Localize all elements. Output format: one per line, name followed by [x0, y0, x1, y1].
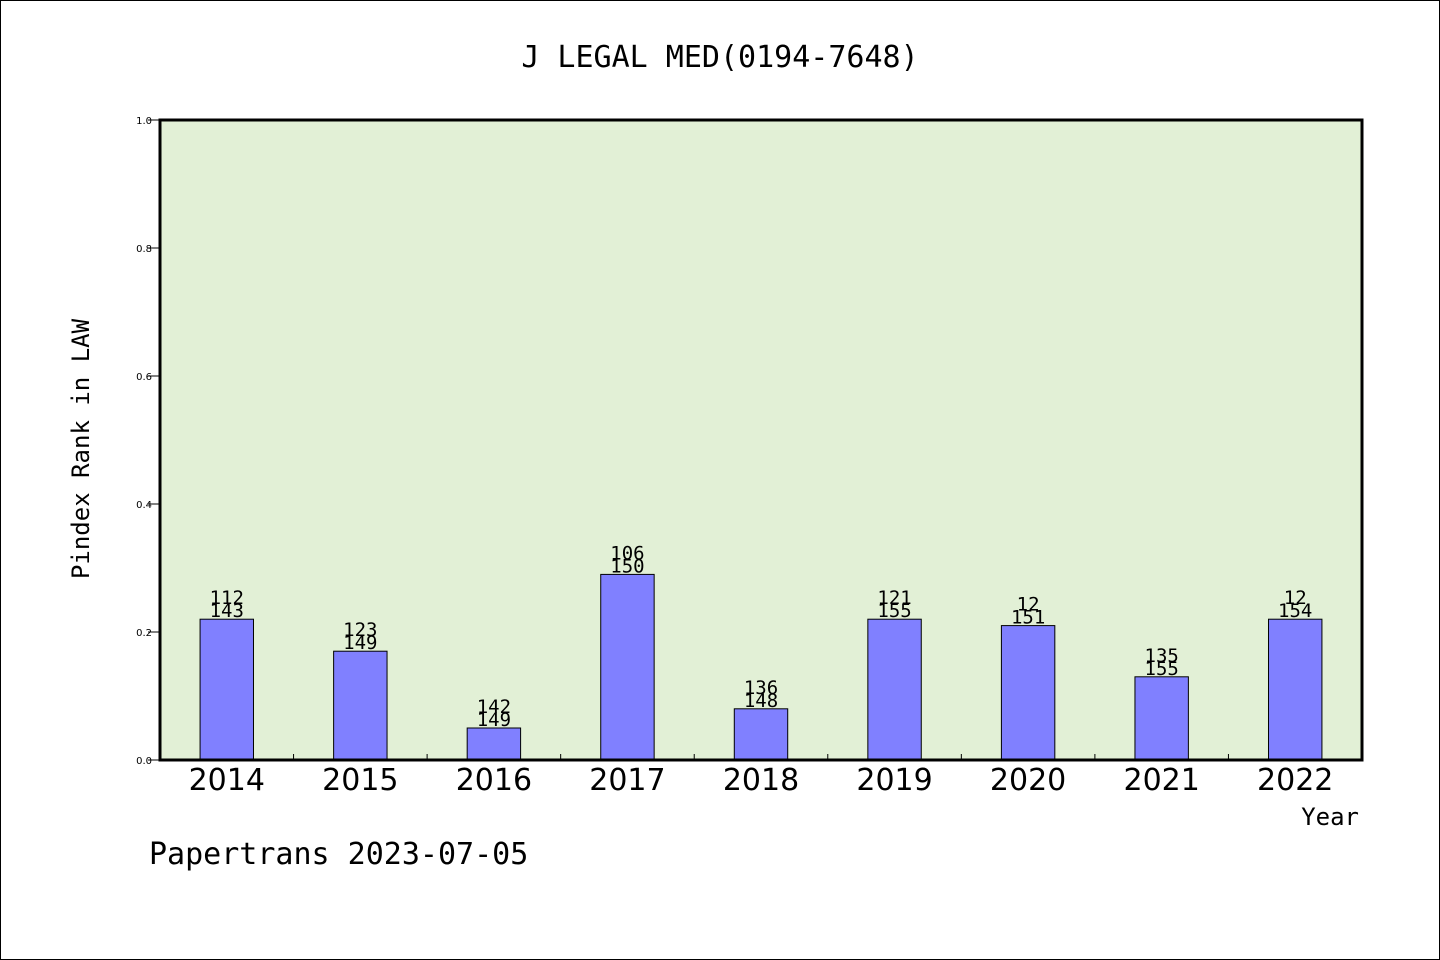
- y-tick-label: 0.4: [136, 500, 152, 511]
- bar-2017: [600, 573, 655, 761]
- bar-label-bottom-2022: 154: [1278, 600, 1312, 622]
- bar-label-top-2014: 112: [210, 587, 244, 609]
- bar-label-top-2017: 106: [610, 542, 644, 564]
- bar-label-top-2020: 12: [1017, 594, 1040, 616]
- x-tick-label-2014: 2014: [189, 763, 265, 798]
- x-tick-label-2019: 2019: [856, 763, 932, 798]
- bar-label-bottom-2018: 148: [744, 690, 778, 712]
- x-axis: 2014 2015 2016 2017 2018 2019 2020 2021 2022: [189, 754, 1333, 798]
- bar-label-top-2022: 12: [1284, 587, 1307, 609]
- bar-label-top-2021: 135: [1145, 645, 1179, 667]
- x-tick-label-2016: 2016: [456, 763, 532, 798]
- bar-2022: [1268, 618, 1323, 761]
- x-tick-label-2017: 2017: [589, 763, 665, 798]
- x-tick-label-2022: 2022: [1257, 763, 1333, 798]
- bar-label-bottom-2021: 155: [1145, 658, 1179, 680]
- bar-2020: [1000, 625, 1056, 761]
- bar-label-bottom-2015: 149: [343, 632, 377, 654]
- x-tick-label-2020: 2020: [990, 763, 1066, 798]
- chart-title: J LEGAL MED(0194-7648): [521, 40, 918, 75]
- bar-label-bottom-2017: 150: [610, 555, 644, 577]
- bar-2018: [733, 708, 789, 761]
- x-tick-label-2021: 2021: [1123, 763, 1199, 798]
- bar-label-top-2015: 123: [343, 619, 377, 641]
- y-tick-label: 0.6: [136, 372, 152, 383]
- plot-border: [158, 118, 1364, 762]
- bar-label-bottom-2014: 143: [210, 600, 244, 622]
- bar-label-top-2016: 142: [477, 696, 511, 718]
- x-tick-label-2018: 2018: [723, 763, 799, 798]
- bar-label-bottom-2016: 149: [477, 709, 511, 731]
- bar-label-bottom-2020: 151: [1011, 607, 1045, 629]
- y-tick-label: 0.0: [136, 756, 152, 767]
- y-axis-label: Pindex Rank in LAW: [67, 318, 95, 579]
- y-tick-label: 1.0: [136, 116, 152, 127]
- bar-label-top-2019: 121: [877, 587, 911, 609]
- bars-group: [199, 573, 1323, 761]
- bar-label-bottom-2019: 155: [877, 600, 911, 622]
- footer-credit: Papertrans 2023-07-05: [149, 837, 528, 872]
- y-tick-label: 0.8: [136, 244, 152, 255]
- bar-2016: [466, 727, 522, 761]
- bar-2014: [199, 618, 254, 761]
- bar-2019: [867, 618, 922, 761]
- x-axis-label: Year: [1301, 803, 1359, 831]
- bar-2015: [333, 650, 388, 761]
- x-tick-label-2015: 2015: [322, 763, 398, 798]
- y-tick-label: 0.2: [136, 628, 152, 639]
- bar-2021: [1134, 676, 1189, 761]
- y-axis: 0.0 0.2 0.4 0.6 0.8 1.0: [136, 116, 160, 767]
- bar-label-top-2018: 136: [744, 677, 778, 699]
